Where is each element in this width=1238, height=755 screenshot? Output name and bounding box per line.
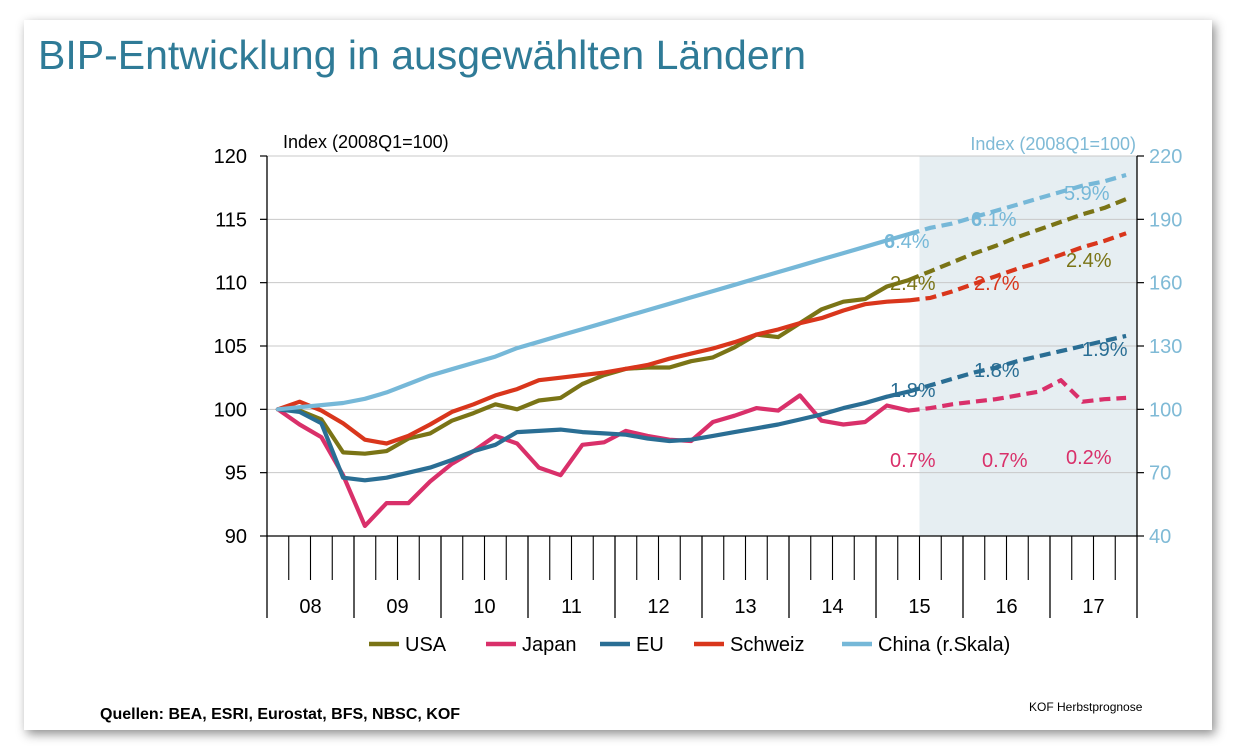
- series-line-actual: [275, 389, 911, 483]
- legend-label: EU: [636, 634, 664, 656]
- gdp-line-chart: 90 95 100 105 110 115 120 40 70 100 130 160 190 220 In…: [214, 132, 1183, 656]
- left-axis-title: Index (2008Q1=100): [283, 132, 449, 152]
- right-axis-title: Index (2008Q1=100): [970, 134, 1136, 154]
- left-tick-label: 105: [214, 336, 247, 358]
- growth-annotation-value: 0.2%: [1066, 447, 1112, 469]
- growth-annotation-value: 0.7%: [890, 450, 936, 472]
- legend-item-china-r-skala: China (r.Skala): [842, 634, 1010, 656]
- growth-annotation-bold: 6: [884, 231, 895, 253]
- series-japan: [275, 378, 1127, 528]
- growth-annotation-value: 1.8%: [890, 380, 936, 402]
- growth-annotation-value: 5.9%: [1064, 183, 1110, 205]
- left-tick-label: 115: [215, 209, 247, 231]
- right-tick-label: 100: [1149, 399, 1182, 421]
- legend-label: Japan: [522, 634, 577, 656]
- right-tick-label: 130: [1149, 336, 1182, 358]
- year-label: 13: [734, 596, 756, 618]
- growth-annotation: 2.4%: [1066, 250, 1112, 272]
- year-label: 14: [821, 596, 843, 618]
- growth-annotation: 0.7%: [982, 450, 1028, 472]
- right-tick-label: 220: [1149, 146, 1182, 168]
- slide: BIP-Entwicklung in ausgewählten Ländern …: [24, 20, 1212, 730]
- growth-annotation: 1.8%: [974, 360, 1020, 382]
- growth-annotation: 1.8%: [890, 380, 936, 402]
- series-schweiz: [275, 231, 1127, 446]
- legend-item-japan: Japan: [486, 634, 577, 656]
- growth-annotation-value: 2.4%: [1066, 250, 1112, 272]
- series-line-actual: [275, 278, 911, 456]
- growth-annotation-value: 2.4%: [890, 273, 936, 295]
- growth-annotation: 6.1%: [971, 209, 1017, 231]
- right-tick-label: 70: [1149, 463, 1171, 485]
- page-title: BIP-Entwicklung in ausgewählten Ländern: [38, 32, 807, 78]
- right-tick-label: 190: [1149, 209, 1182, 231]
- growth-annotation-bold: 6: [971, 209, 982, 231]
- growth-annotation-value: .1%: [982, 209, 1017, 231]
- growth-annotation: 2.7%: [974, 273, 1020, 295]
- growth-annotation-value: 2.7%: [974, 273, 1020, 295]
- growth-annotation-value: 1.9%: [1082, 339, 1128, 361]
- series-line-actual: [275, 232, 911, 412]
- legend-label: USA: [405, 634, 447, 656]
- legend-item-schweiz: Schweiz: [694, 634, 804, 656]
- series-line-forecast: [908, 333, 1127, 394]
- left-tick-label: 90: [225, 526, 247, 548]
- year-label: 12: [647, 596, 669, 618]
- left-tick-label: 120: [214, 146, 247, 168]
- growth-annotation: 1.9%: [1082, 339, 1128, 361]
- legend-item-usa: USA: [369, 634, 447, 656]
- year-label: 11: [561, 596, 582, 618]
- footer-note: KOF Herbstprognose: [1029, 700, 1143, 714]
- year-label: 10: [473, 596, 495, 618]
- year-label: 09: [386, 596, 408, 618]
- year-label: 15: [908, 596, 930, 618]
- left-tick-label: 100: [214, 399, 247, 421]
- growth-annotation: 0.2%: [1066, 447, 1112, 469]
- year-label: 17: [1082, 596, 1104, 618]
- series-line-forecast: [908, 231, 1127, 303]
- sources-note: Quellen: BEA, ESRI, Eurostat, BFS, NBSC,…: [100, 706, 461, 723]
- series-line-forecast: [908, 172, 1127, 237]
- series-china-r-skala: [275, 172, 1127, 412]
- growth-annotation: 0.7%: [890, 450, 936, 472]
- legend-label: China (r.Skala): [878, 634, 1010, 656]
- growth-annotation: 5.9%: [1064, 183, 1110, 205]
- legend-item-eu: EU: [600, 634, 664, 656]
- growth-annotation-value: 1.8%: [974, 360, 1020, 382]
- year-label: 08: [299, 596, 321, 618]
- series-line-forecast: [908, 378, 1127, 413]
- growth-annotation-value: .4%: [895, 231, 930, 253]
- left-tick-label: 110: [215, 273, 247, 295]
- growth-annotation: 6.4%: [884, 231, 930, 253]
- growth-annotation-value: 0.7%: [982, 450, 1028, 472]
- right-tick-label: 40: [1149, 526, 1171, 548]
- left-tick-label: 95: [225, 463, 247, 485]
- series-line-actual: [275, 393, 911, 528]
- year-label: 16: [995, 596, 1017, 618]
- series-line-forecast: [907, 197, 1127, 283]
- right-tick-label: 160: [1149, 273, 1182, 295]
- legend-label: Schweiz: [730, 634, 804, 656]
- series-eu: [275, 333, 1127, 483]
- growth-annotation: 2.4%: [890, 273, 936, 295]
- series-line-actual: [275, 298, 911, 446]
